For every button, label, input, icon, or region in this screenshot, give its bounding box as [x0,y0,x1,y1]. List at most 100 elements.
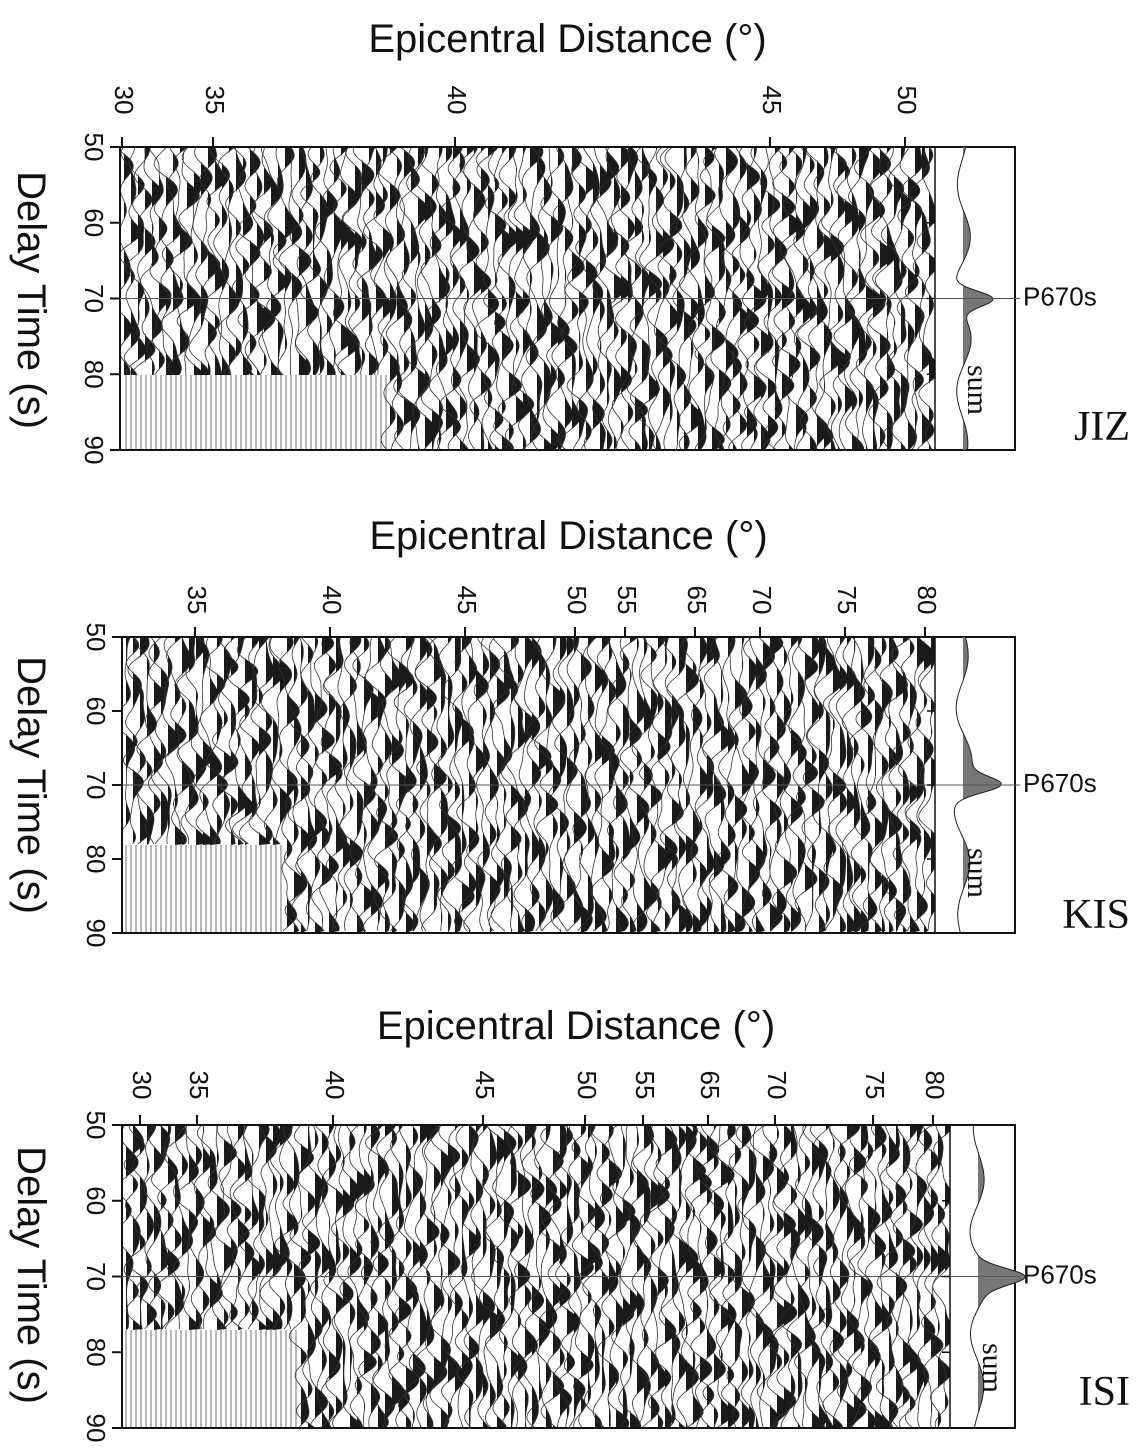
trace [702,637,727,932]
trace-fill [439,147,450,450]
trace [300,147,322,376]
trace [140,147,163,376]
trace-fill [600,147,612,450]
trace-fill [882,637,893,933]
trace-fill [238,637,250,845]
trace-fill [875,1125,888,1428]
trace-fill [642,147,651,450]
trace [541,637,566,932]
x-tick-label: 50 [892,86,922,115]
y-tick-label: 60 [79,208,109,237]
trace [596,637,620,932]
trace-fill [378,637,389,933]
x-tick-label: 40 [317,586,347,615]
trace-fill [525,1125,537,1428]
trace [224,637,250,845]
trace-fill [420,1125,433,1428]
trace [835,637,857,932]
trace-fill [567,637,578,933]
trace-fill [133,1125,144,1330]
trace-fill [742,1125,754,1428]
trace [577,637,597,932]
trace [188,147,213,376]
trace [450,637,475,932]
trace-fill [476,637,489,933]
trace-fill [495,147,506,450]
y-tick-label: 80 [81,1338,111,1367]
trace-fill [252,1125,261,1330]
hatched-region [122,845,285,933]
trace-fill [798,637,807,933]
trace-fill [875,637,886,933]
x-tick-label: 45 [757,86,787,115]
trace [869,637,893,932]
trace [619,637,642,932]
trace [708,637,733,932]
trace-fill [812,637,825,933]
trace-fill [630,1125,641,1428]
trace [192,637,216,845]
trace [214,1125,237,1330]
trace [122,637,136,831]
trace-fill [280,1125,292,1330]
trace-fill [896,637,908,933]
trace-fill [544,147,555,450]
trace [862,637,887,932]
trace-fill [341,147,354,375]
trace-fill [182,637,195,845]
trace-fill [320,147,329,375]
trace-fill [551,147,563,450]
trace-fill [404,147,417,450]
trace-fill [208,147,220,375]
trace-fill [406,1125,419,1428]
trace [135,1125,158,1330]
trace-fill [530,147,543,450]
trace-fill [238,1125,250,1330]
trace [693,637,718,932]
sum-trace [969,1125,1026,1428]
trace [456,637,480,932]
trace-fill [901,147,911,450]
trace [272,147,296,376]
trace-fill [679,1125,691,1428]
trace-fill [537,147,550,450]
trace-fill [819,637,829,933]
trace-fill [518,637,528,933]
trace-fill [166,147,178,375]
y-tick-label: 70 [81,1262,111,1291]
trace [393,637,417,932]
trace [715,637,739,932]
trace [341,147,363,376]
trace [196,1125,223,1329]
trace [220,1125,242,1330]
trace-fill [474,147,486,450]
trace [176,147,200,376]
trace-fill [453,147,463,450]
trace-fill [882,1125,893,1428]
trace-fill [259,1125,270,1330]
trace [526,637,552,932]
trace-fill [651,637,662,933]
trace-fill [147,1125,157,1330]
trace [761,637,784,932]
x-tick-label: 30 [127,1071,157,1100]
trace-fill [369,147,379,375]
trace [739,637,761,932]
trace [319,637,343,932]
trace-fill [889,1125,900,1428]
trace-fill [357,637,367,933]
trace-fill [273,1125,283,1330]
trace-fill [336,637,347,933]
phase-label: P670s [1023,1259,1097,1289]
trace [591,637,615,932]
trace-fill [649,147,662,450]
trace [322,637,348,932]
trace [854,637,878,932]
y-tick-label: 60 [81,1186,111,1215]
trace [351,147,375,375]
trace [414,637,439,932]
trace [123,1125,144,1330]
trace [772,637,798,932]
trace [473,637,491,932]
trace [160,147,184,376]
